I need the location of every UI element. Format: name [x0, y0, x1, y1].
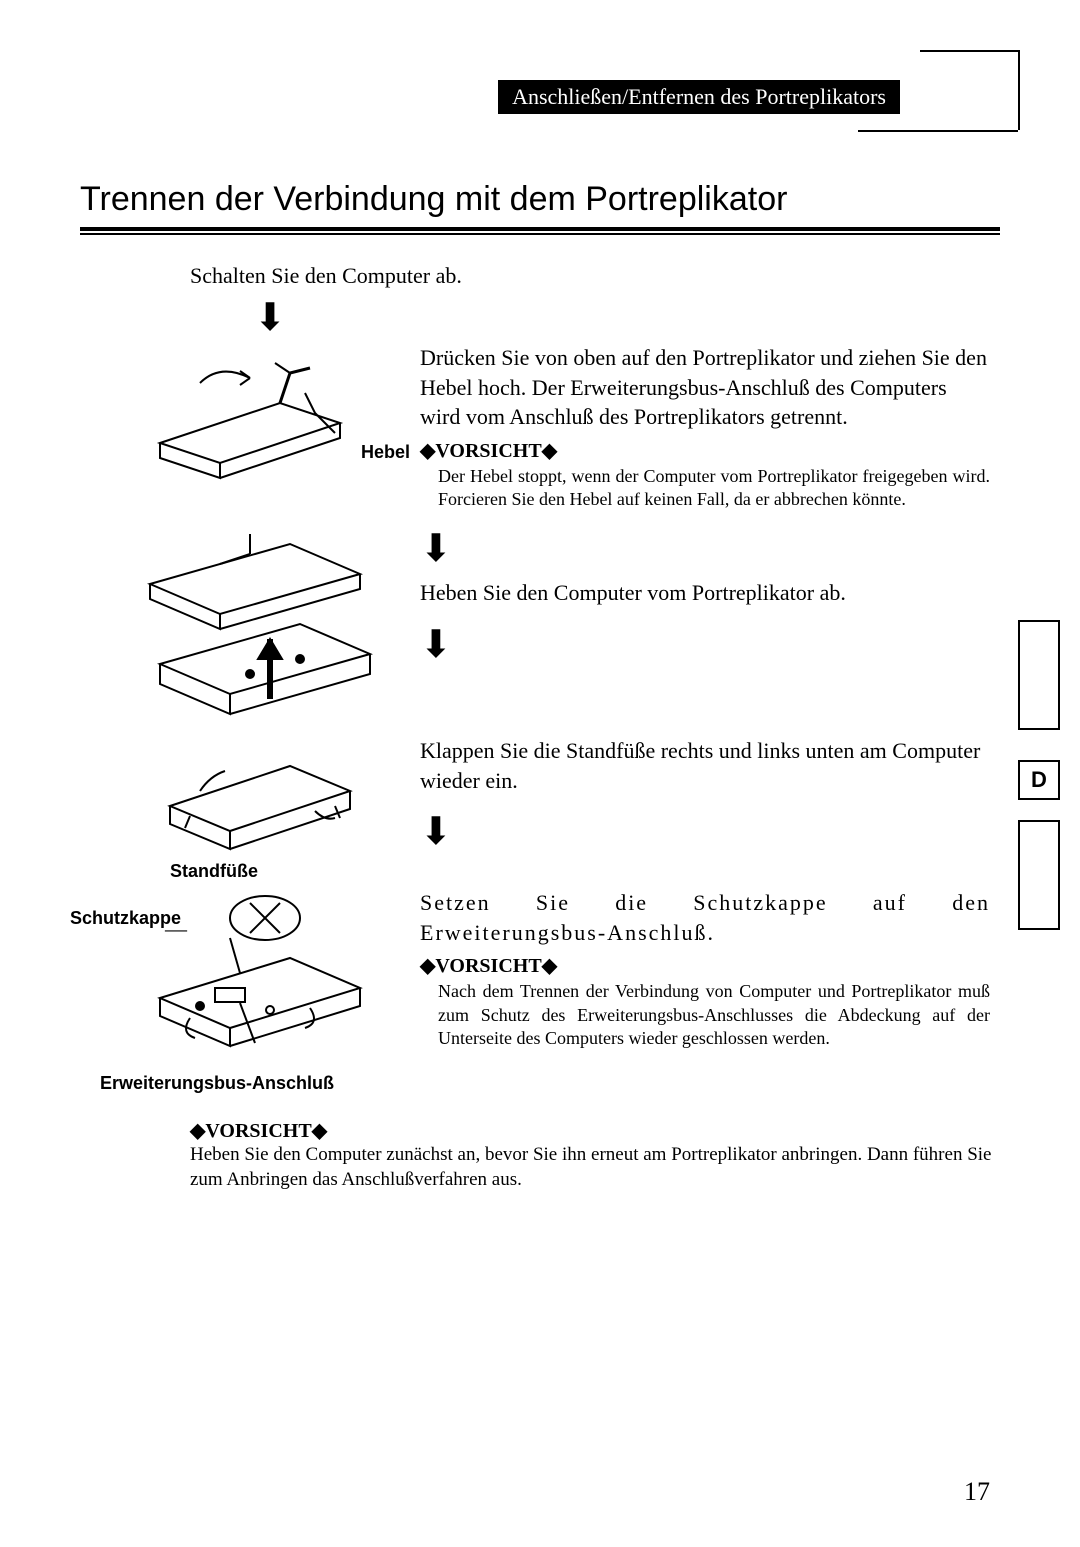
side-frame-bottom: [1018, 820, 1060, 930]
step-4-figure: Standfüße: [80, 736, 420, 876]
arrow-icon: ⬇: [420, 530, 900, 568]
step-3-figure: [80, 524, 420, 724]
lever-diagram-icon: [140, 343, 360, 483]
lift-diagram-icon: [120, 524, 380, 724]
step-3-text: Heben Sie den Computer vom Portreplikato…: [420, 578, 990, 608]
figure-label-standfuesse: Standfüße: [170, 861, 258, 882]
step-5-figure: Schutzkappe — Erweiterungsbus-Anschluß: [80, 888, 420, 1088]
final-caution-text: Heben Sie den Computer zunächst an, bevo…: [190, 1143, 1000, 1192]
step-5-text: Setzen Sie die Schutzkappe auf den Erwei…: [420, 888, 990, 947]
step-2-caution: Der Hebel stoppt, wenn der Computer vom …: [438, 465, 990, 512]
section-header: Anschließen/Entfernen des Portreplikator…: [498, 80, 900, 114]
title-rule-thin: [80, 233, 1000, 235]
arrow-icon: ⬇: [420, 813, 900, 851]
figure-label-erweiterungsbus: Erweiterungsbus-Anschluß: [100, 1073, 334, 1094]
step-4-text-col: Klappen Sie die Standfüße rechts und lin…: [420, 736, 1000, 857]
step-2-text-col: Drücken Sie von oben auf den Portreplika…: [420, 343, 1000, 512]
feet-diagram-icon: [140, 736, 360, 876]
step-2-figure: Hebel: [80, 343, 420, 483]
final-caution-block: ◆VORSICHT◆ Heben Sie den Computer zunäch…: [190, 1118, 1000, 1192]
step-3-row: ⬇ Heben Sie den Computer vom Portreplika…: [80, 524, 1000, 724]
caution-header: ◆VORSICHT◆: [420, 953, 990, 980]
step-2-row: Hebel Drücken Sie von oben auf den Portr…: [80, 343, 1000, 512]
step-2-text: Drücken Sie von oben auf den Portreplika…: [420, 343, 990, 432]
page-title: Trennen der Verbindung mit dem Portrepli…: [80, 180, 1000, 219]
figure-label-hebel: Hebel: [361, 442, 410, 463]
arrow-icon: ⬇: [420, 626, 900, 664]
step-5-caution: Nach dem Trennen der Verbindung von Comp…: [438, 980, 990, 1050]
step-3-text-col: ⬇ Heben Sie den Computer vom Portreplika…: [420, 524, 1000, 670]
corner-frame: [920, 50, 1020, 130]
step-5-text-col: Setzen Sie die Schutzkappe auf den Erwei…: [420, 888, 1000, 1051]
label-line: —: [165, 916, 187, 942]
caution-header: ◆VORSICHT◆: [190, 1118, 1000, 1143]
side-tab-d: D: [1018, 760, 1060, 800]
step-4-text: Klappen Sie die Standfüße rechts und lin…: [420, 736, 990, 795]
step-5-row: Schutzkappe — Erweiterungsbus-Anschluß S…: [80, 888, 1000, 1088]
step-1-text: Schalten Sie den Computer ab.: [190, 263, 1000, 289]
title-rule-thick: [80, 227, 1000, 231]
side-frame-top: [1018, 620, 1060, 730]
page-number: 17: [964, 1477, 990, 1507]
arrow-icon: ⬇: [240, 299, 300, 337]
caution-header: ◆VORSICHT◆: [420, 438, 990, 465]
step-4-row: Standfüße Klappen Sie die Standfüße rech…: [80, 736, 1000, 876]
